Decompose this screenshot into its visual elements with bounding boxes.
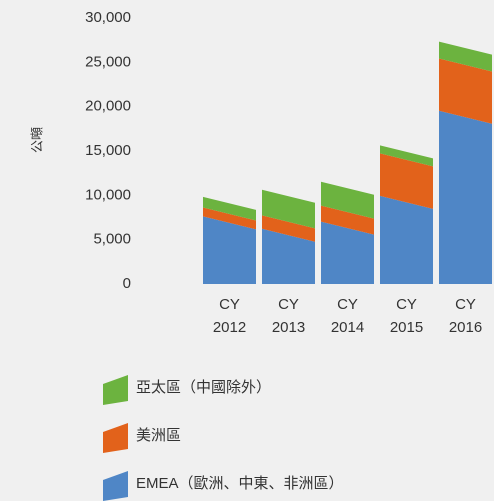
- bar-segment: [321, 221, 374, 284]
- y-axis-label: 公噸: [29, 127, 44, 153]
- x-tick-label: CY 2012: [213, 296, 246, 336]
- y-tick-label: 5,000: [93, 231, 131, 248]
- legend-label: 亞太區（中國除外）: [136, 379, 271, 396]
- x-tick-label: CY 2014: [331, 296, 364, 336]
- legend-swatch: [103, 423, 128, 453]
- y-tick-label: 20,000: [85, 98, 131, 115]
- bar-segment: [439, 58, 492, 124]
- legend-label: 美洲區: [136, 427, 181, 444]
- legend-label: EMEA（歐洲、中東、非洲區）: [136, 475, 344, 492]
- bar-segment: [262, 215, 315, 242]
- y-tick-label: 0: [123, 275, 131, 292]
- bar-segment: [262, 189, 315, 229]
- y-tick-label: 25,000: [85, 53, 131, 70]
- bar-segment: [321, 205, 374, 235]
- x-tick-label: CY 2015: [390, 296, 423, 336]
- y-tick-label: 30,000: [85, 9, 131, 26]
- y-tick-label: 10,000: [85, 186, 131, 203]
- x-tick-label: CY 2016: [449, 296, 482, 336]
- bar-segment: [380, 153, 433, 209]
- bar-segment: [203, 216, 256, 284]
- bar-segment: [203, 196, 256, 221]
- legend-swatch: [103, 375, 128, 405]
- bar-segment: [380, 145, 433, 167]
- x-tick-label: CY 2013: [272, 296, 305, 336]
- bar-segment: [262, 228, 315, 284]
- y-tick-label: 15,000: [85, 142, 131, 159]
- bar-segment: [203, 207, 256, 230]
- bar-segment: [380, 195, 433, 284]
- bar-segment: [439, 110, 492, 284]
- bar-segment: [321, 181, 374, 219]
- bar-segment: [439, 41, 492, 72]
- legend-swatch: [103, 471, 128, 501]
